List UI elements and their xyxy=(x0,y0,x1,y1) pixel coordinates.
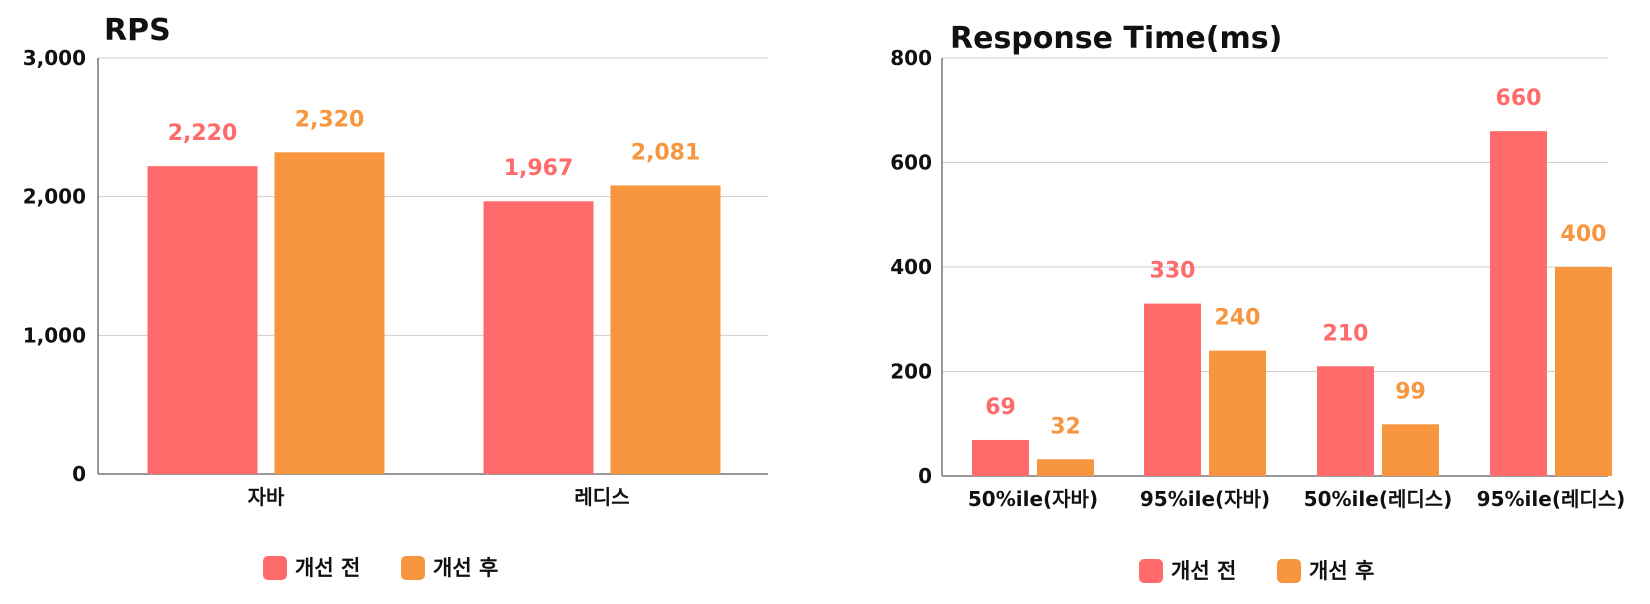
bar-before xyxy=(147,166,258,474)
data-label: 210 xyxy=(1323,321,1369,346)
bar-after xyxy=(1037,459,1094,476)
chart-rps: RPS 0 1,000 2,000 3,000 2,220 2,320 자바 1,967 2,08… xyxy=(23,13,768,580)
y-tick-label: 800 xyxy=(890,46,932,70)
chart-response-time: Response Time(ms) 0 200 400 600 800 69 32 50%ile… xyxy=(890,21,1625,583)
bar-before xyxy=(1490,131,1547,476)
y-tick-label: 200 xyxy=(890,360,932,384)
chart-title: RPS xyxy=(104,13,171,48)
bar-before xyxy=(483,201,594,474)
data-label: 1,967 xyxy=(504,156,574,181)
x-category-label: 95%ile(레디스) xyxy=(1477,487,1626,511)
data-label: 99 xyxy=(1395,379,1426,404)
y-tick-label: 0 xyxy=(72,462,86,486)
x-category-label: 자바 xyxy=(248,485,285,509)
data-label: 2,220 xyxy=(168,121,238,146)
legend-label-before: 개선 전 xyxy=(295,556,360,580)
y-tick-label: 600 xyxy=(890,151,932,175)
bar-after xyxy=(274,152,385,474)
legend: 개선 전 개선 후 xyxy=(1139,559,1374,583)
bar-after xyxy=(610,185,721,474)
legend-swatch-before xyxy=(263,556,287,580)
data-label: 400 xyxy=(1561,222,1607,247)
data-label: 330 xyxy=(1150,259,1196,284)
x-category-label: 50%ile(레디스) xyxy=(1304,487,1453,511)
x-category-label: 50%ile(자바) xyxy=(968,487,1098,511)
bar-after xyxy=(1209,350,1266,476)
bar-before xyxy=(972,439,1029,476)
y-tick-label: 3,000 xyxy=(23,46,86,70)
legend-label-after: 개선 후 xyxy=(1309,559,1374,583)
legend: 개선 전 개선 후 xyxy=(263,556,498,580)
legend-swatch-after xyxy=(1277,559,1301,583)
y-tick-label: 2,000 xyxy=(23,185,86,209)
legend-swatch-before xyxy=(1139,559,1163,583)
y-tick-label: 0 xyxy=(918,464,932,488)
legend-swatch-after xyxy=(401,556,425,580)
bar-after xyxy=(1382,424,1439,476)
chart-title: Response Time(ms) xyxy=(950,21,1282,56)
data-label: 240 xyxy=(1215,306,1261,331)
bar-after xyxy=(1555,267,1612,476)
bar-before xyxy=(1317,366,1374,476)
data-label: 2,081 xyxy=(631,140,701,165)
legend-label-after: 개선 후 xyxy=(433,556,498,580)
data-label: 69 xyxy=(985,395,1016,420)
legend-label-before: 개선 전 xyxy=(1171,559,1236,583)
data-label: 660 xyxy=(1496,86,1542,111)
data-label: 32 xyxy=(1050,414,1081,439)
data-label: 2,320 xyxy=(295,107,365,132)
x-category-label: 95%ile(자바) xyxy=(1140,487,1270,511)
bar-before xyxy=(1144,303,1201,476)
y-tick-label: 1,000 xyxy=(23,323,86,347)
x-category-label: 레디스 xyxy=(574,485,629,509)
y-tick-label: 400 xyxy=(890,255,932,279)
